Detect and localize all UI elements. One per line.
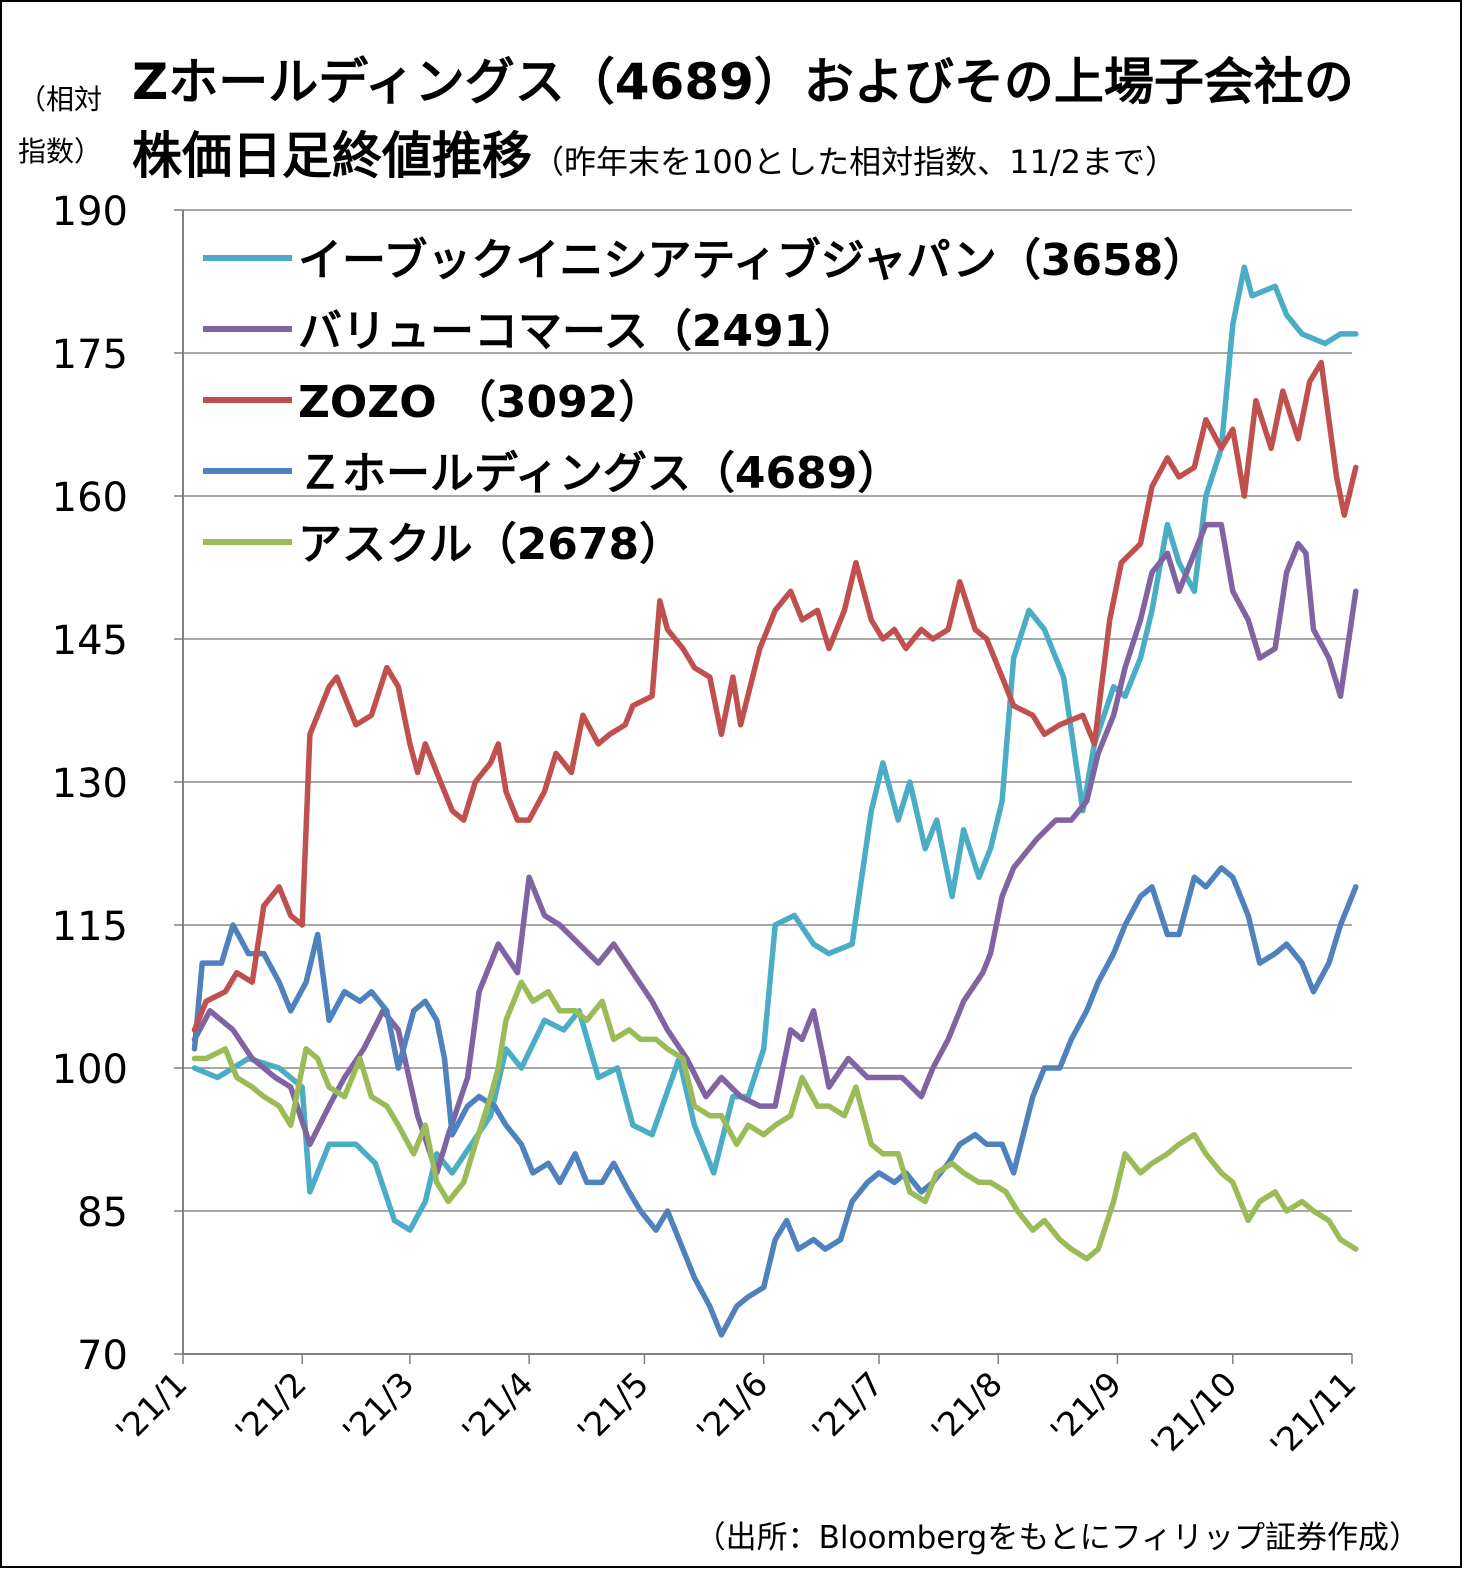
y-tick-label: 160 [52, 475, 128, 521]
y-tick-label: 190 [52, 189, 128, 235]
x-tick-labels: '21/1'21/2'21/3'21/4'21/5'21/6'21/7'21/8… [108, 1364, 1363, 1465]
x-tick-label: '21/11 [1262, 1364, 1363, 1465]
axes [182, 210, 1353, 1364]
y-tick-label: 85 [77, 1190, 128, 1236]
chart-title-line1: Zホールディングス（4689）およびその上場子会社の [132, 53, 1354, 111]
x-tick-label: '21/2 [227, 1364, 313, 1450]
chart-title-note: （昨年末を100とした相対指数、11/2まで） [532, 143, 1177, 181]
chart-title-line2: 株価日足終値推移（昨年末を100とした相対指数、11/2まで） [132, 116, 1177, 188]
x-tick-label: '21/4 [454, 1364, 540, 1450]
x-tick-label: '21/8 [923, 1364, 1009, 1450]
legend-label: バリューコマース（2491） [298, 306, 858, 357]
x-tick-label: '21/6 [689, 1364, 775, 1450]
y-axis-label-line1: （相対 [18, 83, 103, 116]
y-tick-label: 130 [52, 761, 128, 807]
y-tick-label: 145 [52, 618, 128, 664]
x-tick-label: '21/5 [570, 1364, 656, 1450]
x-tick-label: '21/9 [1043, 1364, 1129, 1450]
y-tick-label: 115 [52, 904, 128, 950]
y-tick-label: 100 [52, 1047, 128, 1093]
x-tick-label: '21/10 [1143, 1364, 1244, 1465]
y-tick-label: 70 [77, 1333, 128, 1379]
y-tick-label: 175 [52, 332, 128, 378]
series-line-3 [191, 865, 1359, 1338]
series-line-4 [191, 979, 1359, 1262]
legend-label: アスクル（2678） [298, 519, 683, 570]
series-lines [191, 264, 1359, 1338]
legend: イーブックイニシアティブジャパン（3658） バリューコマース（2491） ZOZO… [203, 235, 1207, 570]
legend-label: イーブックイニシアティブジャパン（3658） [298, 235, 1207, 286]
y-axis-label-line2: 指数） [18, 135, 103, 168]
source-note: （出所：Bloombergをもとにフィリップ証券作成） [694, 1520, 1420, 1556]
series-line-2 [191, 359, 1359, 1033]
legend-label: ZOZO （3092） [298, 377, 662, 428]
y-tick-labels: 70 85 100 115 130 145 160 175 190 [52, 189, 128, 1379]
legend-label: Ｚホールディングス（4689） [298, 448, 901, 499]
gridlines [174, 209, 1352, 1355]
x-tick-label: '21/7 [804, 1364, 890, 1450]
chart-title-main: 株価日足終値推移 [132, 127, 532, 185]
x-tick-label: '21/3 [335, 1364, 421, 1450]
series-line-1 [191, 521, 1359, 1176]
